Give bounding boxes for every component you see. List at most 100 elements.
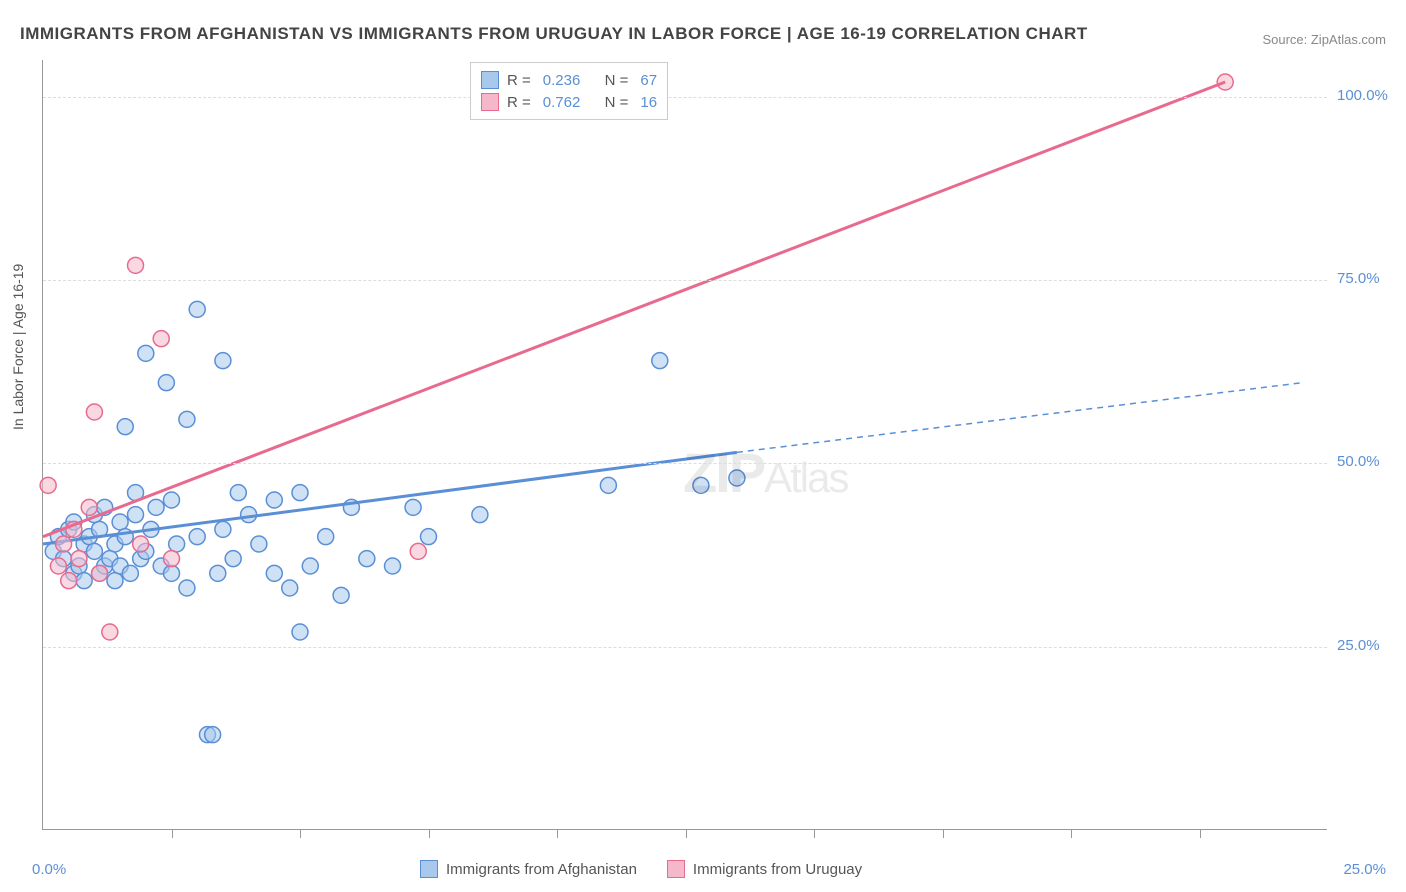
gridline-h <box>43 647 1327 648</box>
y-tick-label: 25.0% <box>1337 637 1406 654</box>
data-point <box>164 492 180 508</box>
x-tick-0: 0.0% <box>32 861 66 878</box>
data-point <box>333 587 349 603</box>
data-point <box>600 477 616 493</box>
source-attribution: Source: ZipAtlas.com <box>1262 32 1386 47</box>
source-link[interactable]: ZipAtlas.com <box>1311 32 1386 47</box>
gridline-v <box>1200 830 1201 838</box>
gridline-v <box>557 830 558 838</box>
gridline-v <box>429 830 430 838</box>
data-point <box>266 565 282 581</box>
data-point <box>225 551 241 567</box>
data-point <box>405 499 421 515</box>
data-point <box>133 536 149 552</box>
r-label: R = <box>507 72 531 89</box>
legend-label: Immigrants from Afghanistan <box>446 861 637 878</box>
data-point <box>410 543 426 559</box>
data-point <box>205 727 221 743</box>
data-point <box>107 573 123 589</box>
data-point <box>251 536 267 552</box>
data-point <box>318 529 334 545</box>
gridline-h <box>43 97 1327 98</box>
data-point <box>112 514 128 530</box>
data-point <box>215 353 231 369</box>
data-point <box>138 345 154 361</box>
gridline-v <box>686 830 687 838</box>
data-point <box>230 485 246 501</box>
x-tick-last: 25.0% <box>1343 861 1386 878</box>
watermark-main: ZIP <box>683 441 764 504</box>
data-point <box>81 499 97 515</box>
data-point <box>210 565 226 581</box>
data-point <box>292 624 308 640</box>
data-point <box>50 558 66 574</box>
legend-item: Immigrants from Afghanistan <box>420 860 637 878</box>
y-tick-label: 75.0% <box>1337 270 1406 287</box>
data-point <box>179 411 195 427</box>
data-point <box>128 507 144 523</box>
data-point <box>71 551 87 567</box>
data-point <box>189 529 205 545</box>
gridline-v <box>1071 830 1072 838</box>
watermark-sub: Atlas <box>764 454 847 501</box>
gridline-v <box>814 830 815 838</box>
data-point <box>472 507 488 523</box>
legend-stat-row: R = 0.236 N = 67 <box>481 69 657 91</box>
data-point <box>92 565 108 581</box>
data-point <box>86 543 102 559</box>
data-point <box>158 375 174 391</box>
legend-swatch <box>667 860 685 878</box>
r-value: 0.762 <box>543 94 581 111</box>
y-tick-label: 100.0% <box>1337 87 1406 104</box>
data-point <box>40 477 56 493</box>
data-point <box>86 404 102 420</box>
data-point <box>215 521 231 537</box>
data-point <box>179 580 195 596</box>
y-tick-label: 50.0% <box>1337 453 1406 470</box>
data-point <box>169 536 185 552</box>
gridline-v <box>172 830 173 838</box>
data-point <box>189 301 205 317</box>
legend-swatch <box>481 71 499 89</box>
data-point <box>302 558 318 574</box>
legend-stat-row: R =0.762 N =16 <box>481 91 657 113</box>
legend-swatch <box>420 860 438 878</box>
watermark: ZIPAtlas <box>683 440 848 505</box>
y-axis-label: In Labor Force | Age 16-19 <box>10 264 26 430</box>
n-value: 67 <box>640 72 657 89</box>
plot-area: ZIPAtlas 25.0%50.0%75.0%100.0% <box>42 60 1327 830</box>
data-point <box>292 485 308 501</box>
gridline-v <box>300 830 301 838</box>
data-point <box>122 565 138 581</box>
data-point <box>61 573 77 589</box>
data-point <box>128 257 144 273</box>
data-point <box>282 580 298 596</box>
data-point <box>652 353 668 369</box>
data-point <box>56 536 72 552</box>
data-point <box>102 624 118 640</box>
data-point <box>359 551 375 567</box>
data-point <box>117 419 133 435</box>
gridline-h <box>43 280 1327 281</box>
gridline-v <box>943 830 944 838</box>
series-legend: Immigrants from Afghanistan Immigrants fr… <box>420 860 862 878</box>
legend-label: Immigrants from Uruguay <box>693 861 862 878</box>
data-point <box>385 558 401 574</box>
r-value: 0.236 <box>543 72 581 89</box>
n-label: N = <box>605 94 629 111</box>
data-point <box>76 573 92 589</box>
n-value: 16 <box>640 94 657 111</box>
gridline-h <box>43 463 1327 464</box>
chart-container: IMMIGRANTS FROM AFGHANISTAN VS IMMIGRANT… <box>0 0 1406 892</box>
data-point <box>421 529 437 545</box>
source-label: Source: <box>1262 32 1310 47</box>
legend-swatch <box>481 93 499 111</box>
data-point <box>148 499 164 515</box>
correlation-legend: R = 0.236 N = 67 R = 0.762 N = 16 <box>470 62 668 120</box>
n-label: N = <box>605 72 629 89</box>
legend-item: Immigrants from Uruguay <box>667 860 862 878</box>
data-point <box>266 492 282 508</box>
trend-line <box>43 82 1225 537</box>
data-point <box>164 551 180 567</box>
chart-title: IMMIGRANTS FROM AFGHANISTAN VS IMMIGRANT… <box>20 24 1088 44</box>
